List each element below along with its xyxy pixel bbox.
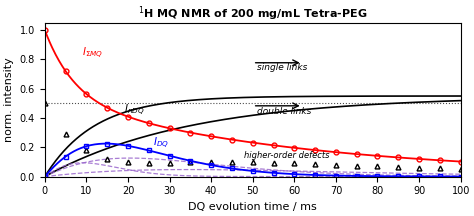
Text: double links: double links — [257, 106, 311, 116]
Text: higher-order defects: higher-order defects — [245, 151, 330, 160]
Title: $^1$H MQ NMR of 200 mg/mL Tetra-PEG: $^1$H MQ NMR of 200 mg/mL Tetra-PEG — [138, 4, 367, 23]
Y-axis label: norm. intensity: norm. intensity — [4, 57, 14, 142]
Text: $I_{\Sigma MQ}$: $I_{\Sigma MQ}$ — [82, 46, 104, 61]
Text: $I_{DQ}$: $I_{DQ}$ — [153, 136, 169, 151]
Text: $I_{nDQ}$: $I_{nDQ}$ — [124, 103, 145, 118]
Text: single links: single links — [257, 63, 307, 72]
X-axis label: DQ evolution time / ms: DQ evolution time / ms — [188, 202, 317, 212]
